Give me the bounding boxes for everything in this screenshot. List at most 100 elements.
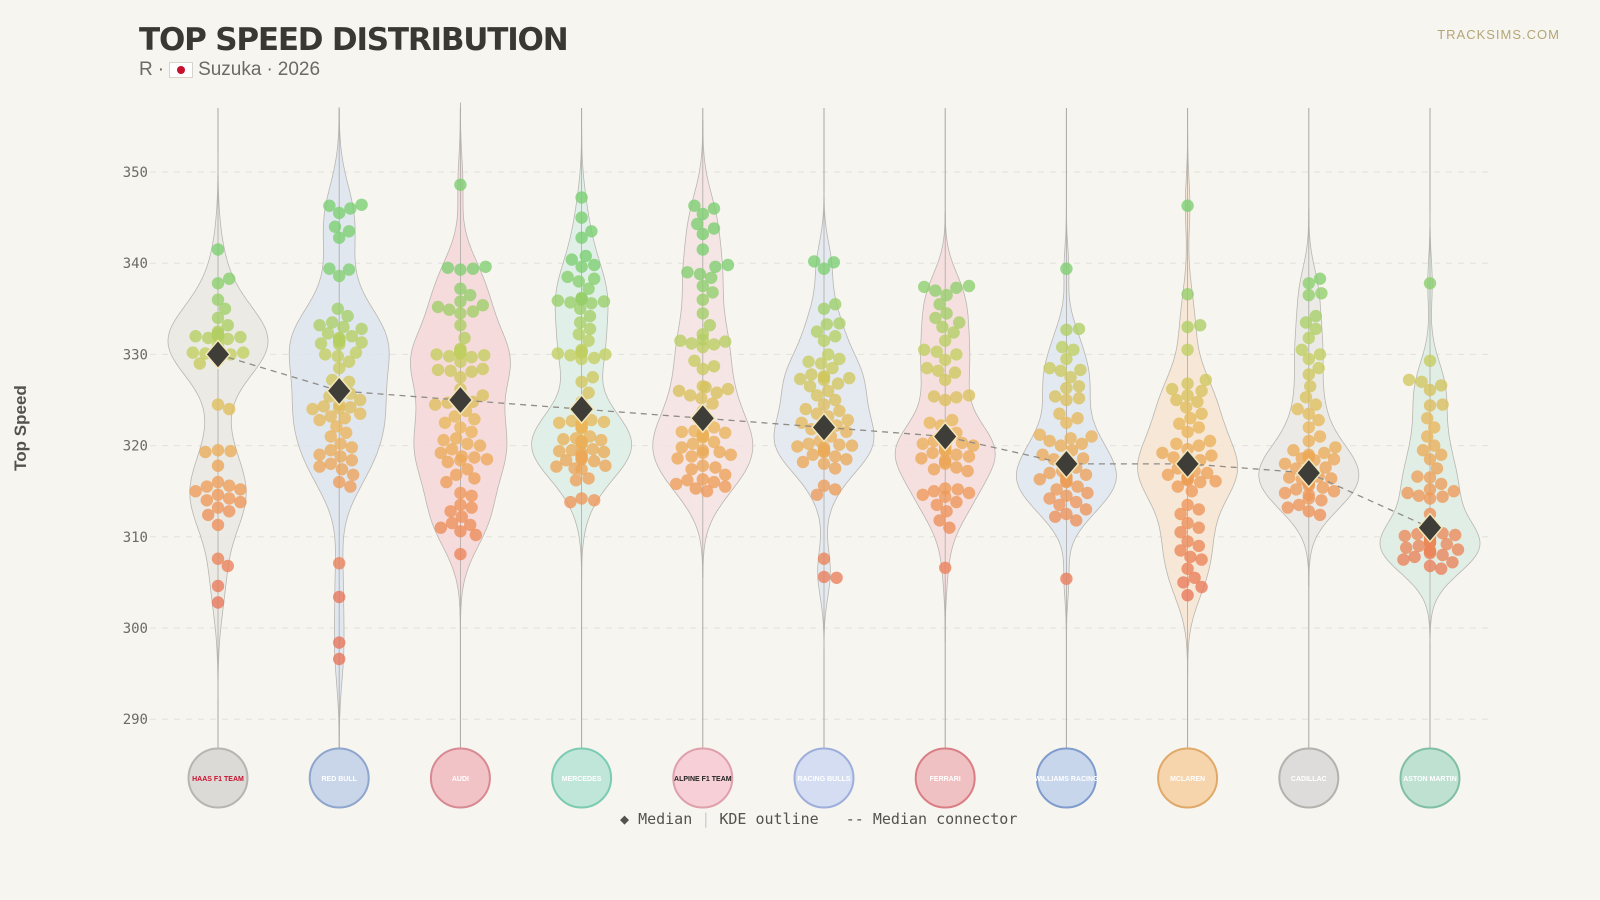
data-point — [333, 206, 346, 220]
data-point — [333, 269, 346, 283]
data-point — [575, 231, 588, 244]
data-point — [1400, 541, 1413, 554]
data-point — [444, 505, 457, 518]
data-point — [685, 463, 698, 476]
data-point — [1327, 453, 1341, 466]
data-point — [939, 373, 952, 387]
data-point — [695, 392, 708, 405]
data-point — [313, 413, 326, 427]
data-point — [833, 438, 846, 451]
data-point — [211, 579, 225, 593]
data-point — [1205, 449, 1218, 462]
y-tick-label: 330 — [123, 347, 148, 363]
data-point — [588, 454, 601, 468]
data-point — [1049, 390, 1062, 403]
data-point — [719, 426, 732, 439]
y-tick-label: 310 — [123, 530, 148, 546]
data-point — [1319, 461, 1332, 474]
data-point — [946, 413, 959, 427]
data-point — [1060, 323, 1073, 336]
data-point — [707, 421, 721, 434]
data-point — [1181, 320, 1194, 334]
data-point — [221, 332, 234, 346]
data-point — [1446, 556, 1459, 569]
data-point — [588, 272, 601, 285]
data-point — [707, 202, 721, 215]
data-point — [211, 311, 225, 325]
median-marker — [326, 375, 353, 407]
data-point — [1194, 475, 1207, 489]
data-point — [224, 444, 237, 458]
data-point — [840, 425, 853, 439]
data-point — [211, 398, 225, 411]
data-point — [211, 488, 225, 501]
data-point — [583, 322, 597, 336]
data-point — [940, 307, 953, 320]
data-point — [939, 490, 952, 503]
data-point — [454, 547, 467, 561]
data-point — [1423, 399, 1437, 412]
data-point — [234, 330, 247, 344]
data-point — [1056, 340, 1069, 354]
data-point — [313, 319, 326, 332]
data-point — [719, 480, 732, 493]
median-marker — [1053, 448, 1080, 479]
team-logo-icon: AUDI — [452, 776, 469, 783]
data-point — [595, 433, 608, 447]
data-point — [344, 401, 357, 414]
data-point — [211, 293, 225, 306]
data-point — [1060, 381, 1073, 395]
median-marker — [1174, 448, 1201, 479]
data-point — [696, 227, 709, 241]
data-point — [551, 347, 564, 360]
data-point — [199, 445, 212, 459]
data-point — [1077, 452, 1090, 465]
data-point — [1043, 466, 1056, 480]
data-point — [802, 437, 815, 450]
data-point — [237, 346, 250, 359]
data-point — [696, 362, 709, 376]
data-point — [429, 398, 442, 411]
data-point — [820, 318, 833, 331]
data-point — [830, 571, 843, 584]
data-point — [1173, 417, 1186, 430]
data-point — [223, 492, 236, 505]
data-point — [551, 294, 564, 307]
data-point — [1316, 481, 1330, 494]
data-point — [1318, 446, 1331, 460]
data-point — [586, 443, 599, 456]
data-point — [569, 474, 583, 487]
data-point — [306, 402, 319, 416]
data-point — [454, 282, 467, 295]
data-point — [696, 307, 709, 320]
data-point — [354, 407, 367, 420]
data-point — [337, 320, 350, 334]
data-point — [817, 370, 831, 383]
data-point — [1304, 380, 1317, 393]
data-point — [920, 361, 934, 375]
data-point — [1313, 508, 1327, 522]
data-point — [1312, 361, 1325, 375]
chart-subtitle: R · Suzuka · 2026 — [139, 59, 320, 81]
data-point — [831, 377, 845, 390]
data-point — [575, 422, 588, 435]
data-point — [445, 443, 459, 456]
data-point — [564, 495, 577, 509]
data-point — [1195, 407, 1208, 420]
median-marker — [447, 384, 474, 416]
data-point — [1401, 486, 1414, 500]
data-point — [333, 636, 346, 649]
data-point — [706, 286, 719, 299]
data-point — [211, 501, 225, 514]
median-markers — [205, 339, 1443, 543]
data-point — [696, 431, 709, 444]
data-point — [948, 366, 962, 379]
data-point — [1181, 377, 1194, 390]
data-point — [223, 402, 236, 416]
connector-legend-label: Median connector — [872, 810, 1018, 828]
data-point — [1313, 272, 1327, 285]
data-point — [833, 352, 846, 366]
data-point — [696, 243, 709, 256]
data-point — [575, 211, 588, 224]
data-point — [1049, 510, 1062, 523]
